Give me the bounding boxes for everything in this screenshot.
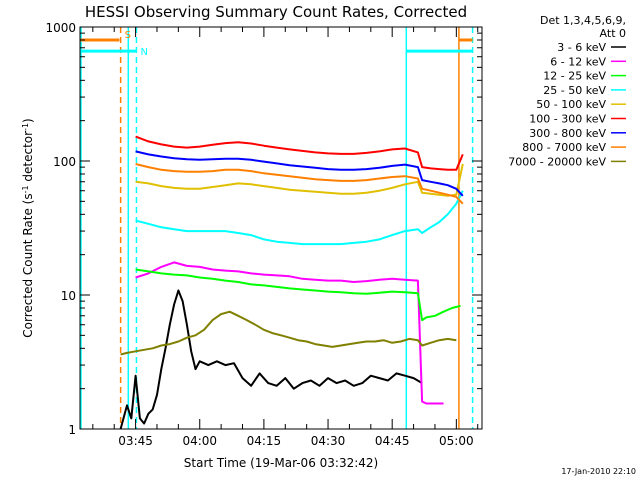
legend-label-0: 3 - 6 keV: [557, 41, 606, 54]
legend-label-3: 25 - 50 keV: [543, 84, 606, 97]
y-axis-label-sup1: -1: [21, 185, 30, 193]
series-line-6: [135, 150, 464, 197]
x-tick-label: 04:30: [311, 434, 346, 448]
legend-header-line1: Det 1,3,4,5,6,9,: [540, 14, 626, 27]
legend-label-5: 100 - 300 keV: [529, 113, 606, 126]
x-tick-label: 04:45: [375, 434, 410, 448]
legend-label-6: 300 - 800 keV: [529, 127, 606, 140]
legend-label-4: 50 - 100 keV: [536, 98, 606, 111]
y-axis: 1 10 100 1000: [45, 21, 482, 437]
y-tick-label: 100: [53, 155, 76, 169]
series-line-4: [135, 163, 464, 197]
x-tick-label: 04:15: [247, 434, 282, 448]
y-tick-label: 10: [61, 289, 76, 303]
y-axis-label: Corrected Count Rate (s-1 detector-1): [21, 118, 36, 337]
legend-label-2: 12 - 25 keV: [543, 70, 606, 83]
x-tick-label: 03:45: [118, 434, 153, 448]
flag-annotations: SN: [125, 30, 148, 58]
timestamp: 17-Jan-2010 22:10: [561, 467, 636, 476]
legend-label-8: 7000 - 20000 keV: [508, 155, 606, 168]
flag-annotation-n: N: [140, 47, 147, 58]
legend-label-1: 6 - 12 keV: [550, 55, 606, 68]
y-axis-label-mid: detector: [21, 131, 35, 186]
series-line-2: [135, 268, 461, 322]
series-line-1: [135, 261, 444, 405]
y-axis-label-sup2: -1: [21, 123, 30, 131]
x-tick-label: 04:00: [182, 434, 217, 448]
series-line-8: [120, 310, 457, 356]
plot-frame: [79, 26, 483, 430]
series-line-7: [135, 163, 464, 205]
legend-label-7: 800 - 7000 keV: [522, 141, 606, 154]
y-tick-label: 1: [68, 423, 76, 437]
vertical-markers: [80, 27, 474, 429]
y-axis-label-suffix: ): [21, 118, 35, 123]
series-line-5: [135, 135, 464, 171]
flag-bars: [80, 38, 473, 53]
series-line-0: [119, 289, 423, 430]
series-lines: [119, 135, 464, 430]
legend-header-line2: Att 0: [600, 27, 626, 40]
x-axis-label: Start Time (19-Mar-06 03:32:42): [184, 456, 378, 470]
x-axis: 03:45 04:00 04:15 04:30 04:45 05:00: [92, 27, 479, 448]
y-axis-label-prefix: Corrected Count Rate (s: [21, 193, 35, 337]
series-line-3: [135, 190, 464, 246]
x-tick-label: 05:00: [439, 434, 474, 448]
y-tick-label: 1000: [45, 21, 76, 35]
chart-title: HESSI Observing Summary Count Rates, Cor…: [85, 3, 467, 21]
flag-annotation-s: S: [125, 30, 131, 41]
